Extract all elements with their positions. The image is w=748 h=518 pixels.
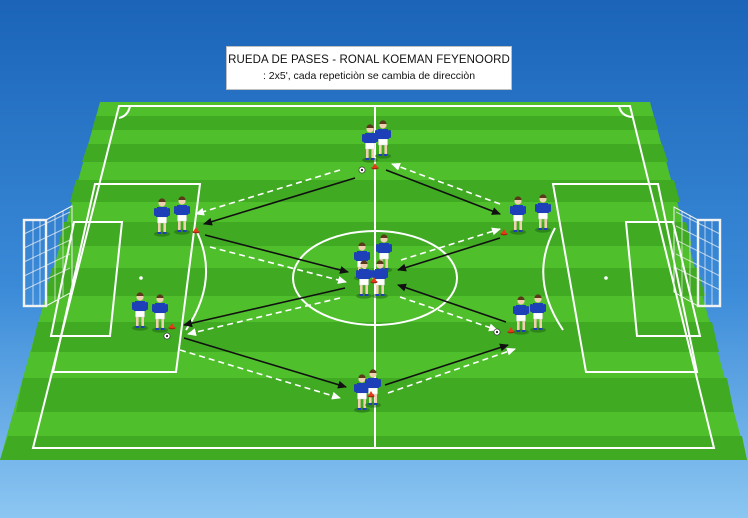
run-arrow (195, 169, 341, 216)
left-goal (22, 205, 73, 308)
pass-arrow (204, 234, 349, 274)
drill-subtitle: : 2x5', cada repeticiòn se cambia de dir… (262, 70, 476, 82)
left-penalty-spot (139, 276, 143, 280)
run-arrow (399, 296, 498, 332)
run-arrow (179, 349, 341, 400)
run-arrow (187, 297, 341, 337)
pass-arrow (183, 287, 346, 328)
run-arrows (179, 163, 516, 400)
run-arrow (209, 246, 347, 284)
run-arrow (400, 227, 501, 261)
pass-arrows (183, 169, 509, 389)
drill-title: RUEDA DE PASES - RONAL KOEMAN FEYENOORD (228, 54, 510, 66)
pass-arrow (397, 283, 507, 323)
goal-net-icon (22, 205, 73, 308)
run-arrow (391, 163, 501, 205)
pass-arrow (183, 337, 347, 389)
pass-arrow (397, 237, 501, 272)
drill-title-box: RUEDA DE PASES - RONAL KOEMAN FEYENOORD … (226, 46, 512, 90)
pass-arrow (385, 169, 501, 215)
run-arrow (387, 347, 516, 394)
goal-net-icon (673, 206, 722, 308)
soccer-ball-icon (163, 332, 171, 340)
soccer-ball-icon (358, 166, 366, 174)
pass-arrow (203, 177, 356, 226)
pass-arrow (384, 343, 509, 386)
right-penalty-spot (604, 276, 608, 280)
soccer-ball-icon (493, 328, 501, 336)
right-goal (673, 206, 722, 308)
